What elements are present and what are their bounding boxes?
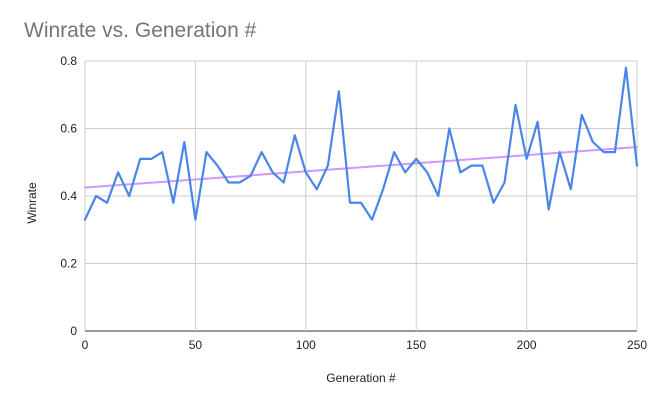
y-tick-label: 0.4 (60, 189, 77, 203)
gridlines (84, 60, 638, 332)
y-axis-label: Winrate (25, 182, 39, 224)
y-tick-label: 0.8 (60, 54, 77, 68)
x-tick-label: 250 (627, 338, 647, 352)
tick-labels: 0 0.2 0.4 0.6 0.8 0 50 100 150 200 250 (60, 54, 647, 352)
series-layer (83, 66, 639, 221)
x-tick-label: 200 (517, 338, 537, 352)
winrate-series-line (83, 66, 639, 221)
x-tick-label: 100 (296, 338, 316, 352)
y-tick-label: 0 (70, 324, 77, 338)
y-tick-label: 0.6 (60, 122, 77, 136)
chart-title: Winrate vs. Generation # (24, 19, 257, 42)
x-tick-label: 150 (406, 338, 426, 352)
y-tick-label: 0.2 (60, 257, 77, 271)
x-tick-label: 50 (189, 338, 203, 352)
x-axis-label: Generation # (326, 371, 396, 385)
x-tick-label: 0 (82, 338, 89, 352)
